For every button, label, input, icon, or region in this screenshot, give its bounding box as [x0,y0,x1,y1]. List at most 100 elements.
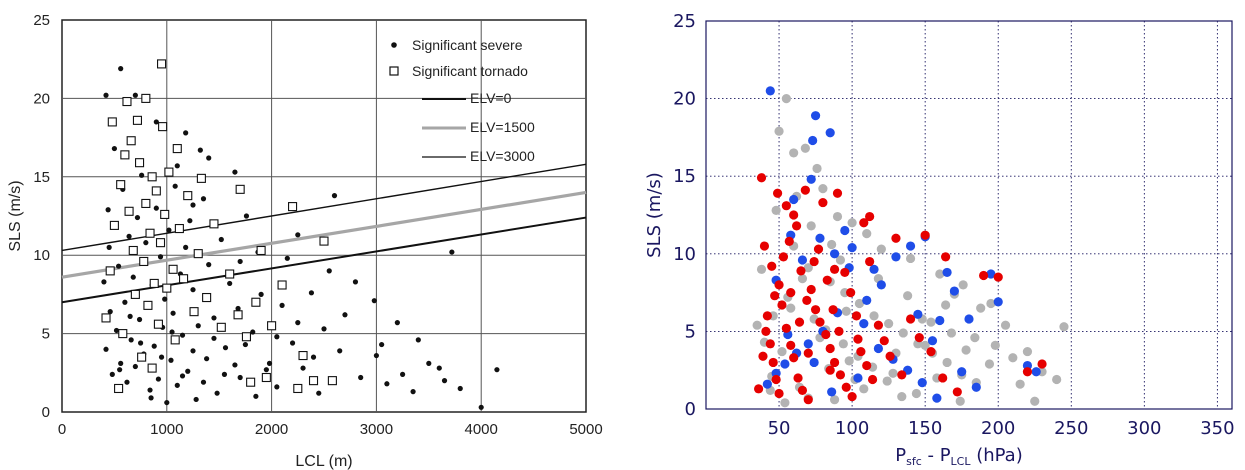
right-plot-area [705,20,1233,410]
legend-marker-significant-severe [391,42,397,48]
left-y-tick-label: 25 [33,12,50,29]
tornado-point [107,117,117,127]
gray-point [958,280,968,290]
severe-point [204,356,210,362]
blue-point [803,339,813,349]
blue-point [810,111,821,121]
tornado-point [172,144,182,154]
tornado-point [116,180,126,190]
severe-point [193,396,199,403]
severe-point [179,332,186,338]
severe-point [266,360,273,366]
x-label-lcl-subscript: LCL [951,455,972,468]
severe-point [195,323,201,329]
tornado-point [193,249,203,259]
severe-point [279,302,285,308]
severe-point [103,346,109,352]
tornado-point [143,300,153,310]
red-point [1022,367,1033,377]
red-point [822,275,832,285]
blue-point [949,286,959,296]
red-point [810,305,821,315]
blue-point [859,319,869,329]
x-label-minus-p: - P [922,445,951,466]
gray-point [1000,320,1011,330]
gray-point [756,264,767,274]
legend-marker-significant-tornado [389,66,399,76]
gray-point [898,328,908,338]
right-x-tick-label: 250 [1054,418,1088,439]
severe-point [308,290,315,296]
severe-point [101,279,107,285]
blue-point [935,315,945,326]
severe-point [158,354,165,360]
tornado-point [139,256,149,267]
red-point [840,267,850,278]
tornado-point [135,158,145,168]
severe-point [295,232,301,238]
red-point [754,384,764,394]
blue-point [789,194,799,205]
blue-point [942,267,952,278]
right-x-tick-label: 100 [835,418,869,439]
tornado-point [168,264,178,274]
severe-point [342,312,348,318]
legend-label-elv-3000: ELV=3000 [470,148,535,164]
legend-label-elv-0: ELV=0 [470,90,512,106]
tornado-point [235,184,245,194]
red-point [794,317,805,327]
gray-point [882,376,892,386]
tornado-point [179,274,189,284]
severe-point [211,315,217,321]
red-point [771,374,781,385]
severe-point [379,341,385,348]
blue-point [986,269,996,279]
tornado-point [114,383,124,394]
right-tick-labels: 50 100 150 200 250 300 350 0 5 10 15 20 25 [673,11,1234,439]
tornado-point [293,383,303,394]
blue-point [808,135,818,146]
severe-point [103,92,109,98]
severe-point [134,214,141,221]
severe-point [373,352,379,359]
gray-point [1030,396,1040,406]
gray-point [829,395,840,405]
elv-line [61,216,587,304]
red-point [774,280,784,290]
red-point [765,339,775,349]
severe-point [151,343,157,349]
severe-point [384,381,390,387]
severe-point [206,155,212,161]
severe-point [117,367,123,373]
blue-point [825,128,835,138]
red-point [770,291,780,301]
severe-point [190,348,196,354]
tornado-point [149,278,159,288]
blue-point [847,242,857,253]
severe-point [164,399,170,406]
red-point [941,252,951,262]
left-x-tick-label: 5000 [569,421,602,438]
gray-point [986,298,996,309]
red-point [786,288,796,298]
gray-point [984,359,995,369]
legend-label-significant-tornado: Significant tornado [412,63,528,79]
blue-point [876,280,886,290]
severe-point [300,365,306,371]
tornado-point [164,167,174,177]
tornado-point [225,269,235,279]
legend-label-significant-severe: Significant severe [412,37,523,53]
blue-point [993,297,1003,307]
gray-point [844,356,854,366]
severe-point [170,310,176,316]
tornado-point [251,297,261,307]
severe-point [172,183,178,189]
gray-point [869,311,879,321]
severe-point [118,66,124,72]
severe-point [394,320,400,326]
tornado-point [183,191,193,201]
gray-point [926,317,936,327]
red-point [789,353,799,363]
severe-point [138,340,144,346]
tornado-point [241,332,251,342]
